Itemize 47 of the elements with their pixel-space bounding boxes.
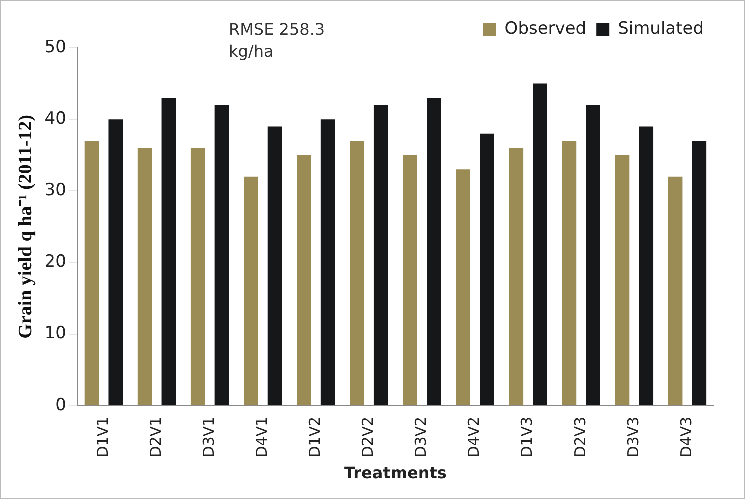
bar <box>586 105 600 406</box>
bar <box>162 98 176 406</box>
bar <box>138 148 152 406</box>
bar <box>320 120 336 406</box>
y-tick-label: 50 <box>44 37 66 58</box>
bar <box>480 134 494 406</box>
x-tick-label: D3V1 <box>200 416 218 458</box>
bar <box>639 126 654 406</box>
x-tick-label: D2V3 <box>571 416 590 458</box>
bar <box>403 155 418 406</box>
bar <box>108 120 124 406</box>
x-tick-label: D4V3 <box>677 416 696 458</box>
legend-label: Simulated <box>618 18 704 39</box>
x-tick-label: D3V3 <box>624 416 642 458</box>
bar <box>297 155 312 406</box>
x-tick-label: D2V2 <box>359 416 378 458</box>
bar <box>615 155 630 406</box>
bar <box>427 98 442 406</box>
y-axis-title: Grain yield q ha⁻¹ (2011-12) <box>15 115 36 339</box>
bar <box>509 148 524 406</box>
x-tick-label: D4V2 <box>465 416 484 458</box>
x-tick-label: D1V3 <box>518 416 536 458</box>
bar <box>692 141 707 406</box>
x-tick-label: D1V2 <box>306 416 324 458</box>
bar <box>668 176 683 406</box>
bar <box>84 141 100 406</box>
bar <box>190 148 206 406</box>
x-tick-label: D4V1 <box>252 416 271 458</box>
y-tick-label: 0 <box>56 395 66 416</box>
x-tick-label: D3V2 <box>412 416 430 458</box>
y-tick-label: 40 <box>44 109 66 129</box>
bar <box>374 105 388 406</box>
x-tick-label: D1V1 <box>94 416 112 458</box>
annotation: RMSE 258.3 kg/ha <box>229 19 326 63</box>
bar <box>562 141 577 406</box>
x-axis-title: Treatments <box>344 464 447 483</box>
y-tick-label: 20 <box>44 252 66 272</box>
legend-label: Observed <box>504 18 587 39</box>
bar <box>268 126 282 406</box>
bar <box>244 176 258 406</box>
y-tick-label: 30 <box>44 180 66 201</box>
y-tick-label: 10 <box>44 324 66 344</box>
bar <box>456 170 471 406</box>
bar <box>533 84 548 406</box>
x-tick-label: D2V1 <box>146 416 165 458</box>
bar <box>350 141 364 406</box>
bar <box>214 105 230 406</box>
